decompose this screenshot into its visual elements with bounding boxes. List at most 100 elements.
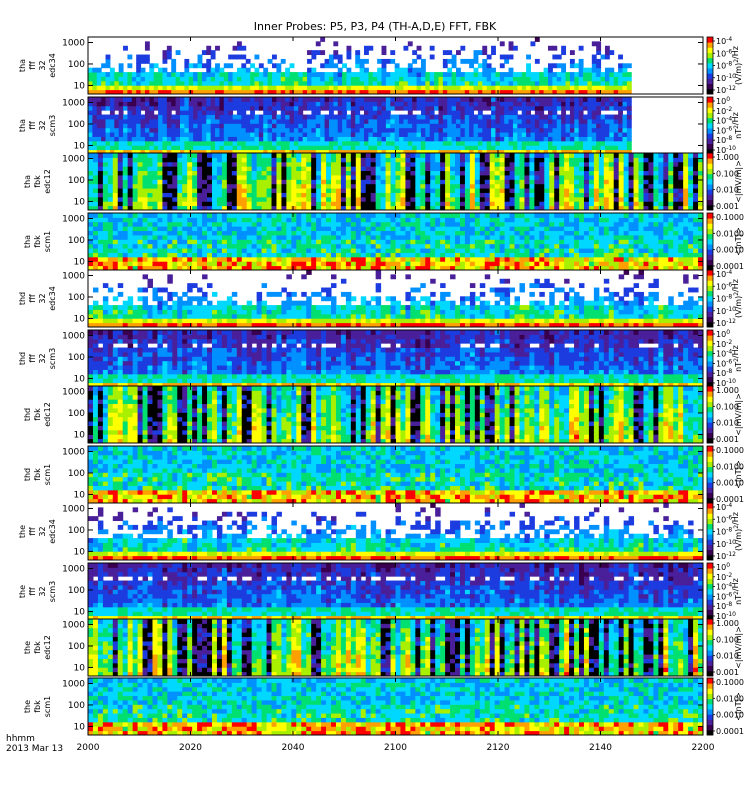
colorbar-tick-label: 0.100 [716, 402, 739, 411]
colorbar-tick-label: 10-6 [716, 281, 732, 291]
panel-label-line: fbk [33, 700, 42, 713]
colorbar-tick-label: 10-4 [716, 269, 732, 279]
colorbar-unit-label: <|nT|> [734, 460, 743, 489]
colorbar-unit-label: nT2/Hz [731, 345, 743, 372]
y-tick-label: 1000 [62, 564, 85, 574]
spectrogram-cells [88, 213, 704, 271]
panel-label-line: thd [23, 468, 32, 481]
colorbar: 0.1000 0.0100 0.0010 0.0001 <|nT|> [706, 677, 744, 736]
colorbar-tick-label: 1.000 [716, 619, 739, 628]
colorbar-tick-label: 0.0001 [716, 727, 744, 736]
colorbar-unit-label: <|nT|> [734, 227, 743, 256]
panel-label-line: fff [28, 121, 37, 130]
panel-label-line: fff [28, 294, 37, 303]
colorbar-tick-label: 10-6 [716, 125, 732, 135]
panel-label: tha fff 32 scm3 [18, 115, 57, 136]
spectrogram-cells [88, 97, 632, 155]
colorbar-tick-label: 0.0010 [716, 479, 744, 488]
colorbar-tick-label: 1.000 [716, 386, 739, 395]
panel-the-fff-32-edc34: 10 100 1000 the fff 32 edc34 10-4 10-6 10-8 10-10 1… [18, 502, 743, 561]
colorbar-tick-label: 0.0100 [716, 694, 744, 703]
panel-label-line: the [23, 641, 32, 654]
x-tick-label: 2000 [77, 743, 100, 753]
colorbar-tick-label: 10-10 [716, 145, 736, 155]
colorbar: 1.000 0.100 0.010 0.001<|mV/m|> [706, 385, 743, 444]
y-tick-label: 100 [68, 469, 85, 479]
colorbar-tick-label: 1.000 [716, 153, 739, 162]
panel-thd-fbk-edc12: 10 100 1000 thd fbk edc12 1.000 0.100 0.010 0.001… [23, 385, 743, 444]
y-tick-label: 1000 [62, 214, 85, 224]
panel-label-line: 32 [38, 526, 47, 536]
panel-label-line: edc34 [48, 519, 57, 544]
y-tick-label: 10 [74, 374, 86, 384]
panel-label-line: scm1 [43, 464, 52, 485]
colorbar-tick-label: 10-12 [716, 551, 736, 561]
panel-label-line: fff [28, 61, 37, 70]
panel-label-line: tha [18, 59, 27, 72]
colorbar-tick-label: 100 [716, 562, 730, 572]
colorbar-tick-label: 100 [716, 96, 730, 106]
y-tick-label: 100 [68, 236, 85, 246]
y-tick-label: 100 [68, 120, 85, 130]
spectrogram-cells [88, 270, 704, 328]
colorbar-tick-label: 10-6 [716, 48, 732, 58]
y-tick-label: 10 [74, 141, 86, 151]
y-tick-label: 10 [74, 314, 86, 324]
spectrogram-cells [88, 619, 704, 677]
colorbar-tick-label: 10-10 [716, 306, 736, 316]
colorbar-tick-label: 0.0001 [716, 495, 744, 504]
panel-label-line: scm1 [43, 231, 52, 252]
panel-label-line: fff [28, 587, 37, 596]
y-tick-label: 10 [74, 81, 86, 91]
panel-label: tha fbk edc12 [23, 169, 52, 194]
colorbar-tick-label: 0.010 [716, 419, 739, 428]
panel-label-line: tha [23, 175, 32, 188]
y-tick-label: 100 [68, 409, 85, 419]
spectrogram-cells [88, 678, 704, 736]
y-tick-label: 100 [68, 176, 85, 186]
colorbar-tick-label: 10-4 [716, 36, 732, 46]
y-tick-label: 10 [74, 490, 86, 500]
panel-label-line: fbk [33, 641, 42, 654]
panel-label-line: 32 [38, 293, 47, 303]
y-tick-label: 1000 [62, 331, 85, 341]
colorbar-tick-label: 10-6 [716, 514, 732, 524]
y-tick-label: 10 [74, 663, 86, 673]
colorbar-tick-label: 10-10 [716, 539, 736, 549]
colorbar-tick-label: 10-8 [716, 527, 732, 537]
colorbar-tick-label: 0.1000 [716, 678, 744, 687]
colorbar-tick-label: 10-4 [716, 349, 732, 359]
panel-label-line: fbk [33, 235, 42, 248]
spectrogram-cells [88, 446, 704, 504]
y-tick-label: 100 [68, 526, 85, 536]
y-tick-label: 1000 [62, 387, 85, 397]
colorbar-tick-label: 10-10 [716, 73, 736, 83]
y-tick-label: 10 [74, 257, 86, 267]
spectrogram-cells [88, 386, 704, 444]
y-tick-label: 1000 [62, 447, 85, 457]
panel-label-line: fbk [33, 468, 42, 481]
colorbar-tick-label: 0.100 [716, 635, 739, 644]
colorbar-tick-label: 0.010 [716, 186, 739, 195]
panel-label: the fbk edc12 [23, 635, 52, 660]
colorbar-tick-label: 0.0010 [716, 246, 744, 255]
panel-label: the fff 32 scm3 [18, 581, 57, 602]
panel-the-fbk-edc12: 10 100 1000 the fbk edc12 1.000 0.100 0.010 0.001… [23, 618, 743, 677]
colorbar-tick-label: 10-12 [716, 318, 736, 328]
colorbar: 0.1000 0.0100 0.0010 0.0001 <|nT|> [706, 445, 744, 504]
colorbar-tick-label: 10-8 [716, 135, 732, 145]
y-tick-label: 1000 [62, 98, 85, 108]
y-tick-label: 100 [68, 293, 85, 303]
panel-label-line: 32 [38, 60, 47, 70]
colorbar-tick-label: 10-6 [716, 358, 732, 368]
x-tick-label: 2140 [589, 743, 612, 753]
colorbar-unit-label: nT2/Hz [731, 578, 743, 605]
